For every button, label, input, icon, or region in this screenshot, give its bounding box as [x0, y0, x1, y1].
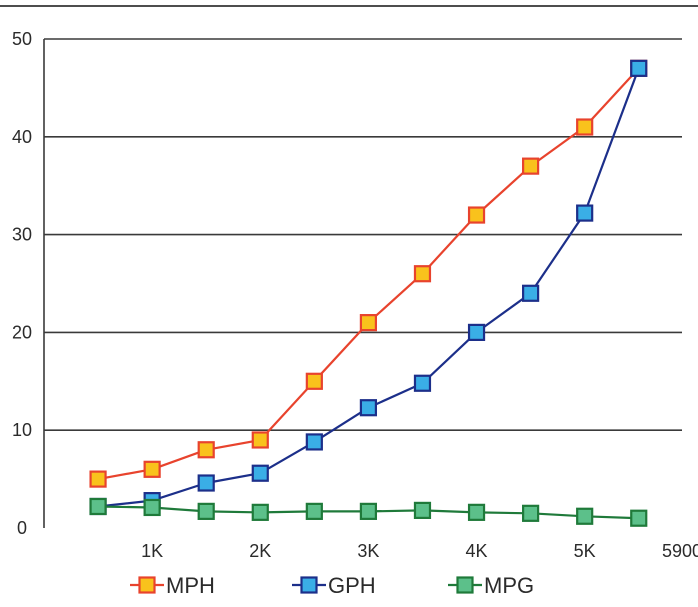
mpg-data-point: [522, 504, 540, 522]
mph-data-point: [89, 470, 107, 488]
gph-data-point: [251, 464, 269, 482]
y-tick-label: 50: [12, 29, 32, 49]
x-tick-label: 5900: [662, 541, 698, 561]
gph-legend-label: GPH: [328, 573, 376, 598]
x-tick-label: 5K: [574, 541, 596, 561]
y-tick-label: 30: [12, 225, 32, 245]
mpg-data-point: [630, 509, 648, 527]
mpg-data-point: [413, 501, 432, 519]
x-tick-label: 1K: [141, 541, 163, 561]
gph-legend-marker: [300, 576, 318, 594]
x-tick-label: 4K: [466, 541, 488, 561]
mpg-data-point: [305, 502, 323, 520]
y-tick-label: 40: [12, 127, 32, 147]
gph-data-point: [576, 204, 594, 222]
mph-data-point: [467, 206, 486, 224]
gph-data-point: [305, 433, 323, 451]
mpg-data-point: [89, 497, 107, 516]
gridlines: [44, 38, 682, 432]
mpg-data-point: [467, 503, 486, 521]
mph-legend-label: MPH: [166, 573, 215, 598]
mpg-data-point: [197, 502, 215, 520]
legend: MPH GPH MPG: [130, 573, 534, 598]
y-tick-label: 20: [12, 322, 32, 342]
mpg-legend-marker: [456, 576, 474, 594]
gph-data-point: [197, 474, 215, 492]
gph-series-line: [97, 67, 640, 508]
y-tick-labels: 0 10 20 30 40 50: [12, 29, 32, 538]
mph-data-point: [143, 460, 161, 478]
mph-data-point: [413, 265, 432, 283]
mpg-data-point: [359, 502, 378, 520]
gph-data-point: [522, 284, 540, 302]
mpg-data-point: [143, 498, 161, 517]
x-tick-label: 2K: [249, 541, 271, 561]
gph-data-point: [630, 59, 648, 77]
mph-data-point: [359, 314, 378, 332]
mpg-data-point: [251, 503, 269, 521]
y-tick-label: 0: [17, 518, 27, 538]
mpg-data-point: [576, 507, 594, 525]
gph-data-point: [467, 323, 486, 341]
mpg-legend-label: MPG: [484, 573, 534, 598]
mph-data-point: [576, 118, 594, 136]
y-tick-label: 10: [12, 420, 32, 440]
mph-data-point: [305, 372, 323, 390]
mph-series-line: [97, 67, 640, 481]
mph-data-point: [522, 157, 540, 175]
mph-data-point: [251, 431, 269, 449]
gph-data-point: [359, 399, 378, 417]
x-tick-labels: 1K 2K 3K 4K 5K 5900: [141, 541, 698, 561]
gph-data-point: [413, 374, 432, 392]
mph-data-point: [197, 441, 215, 459]
mph-legend-marker: [138, 576, 156, 594]
x-tick-label: 3K: [357, 541, 379, 561]
series-lines: [89, 59, 648, 527]
